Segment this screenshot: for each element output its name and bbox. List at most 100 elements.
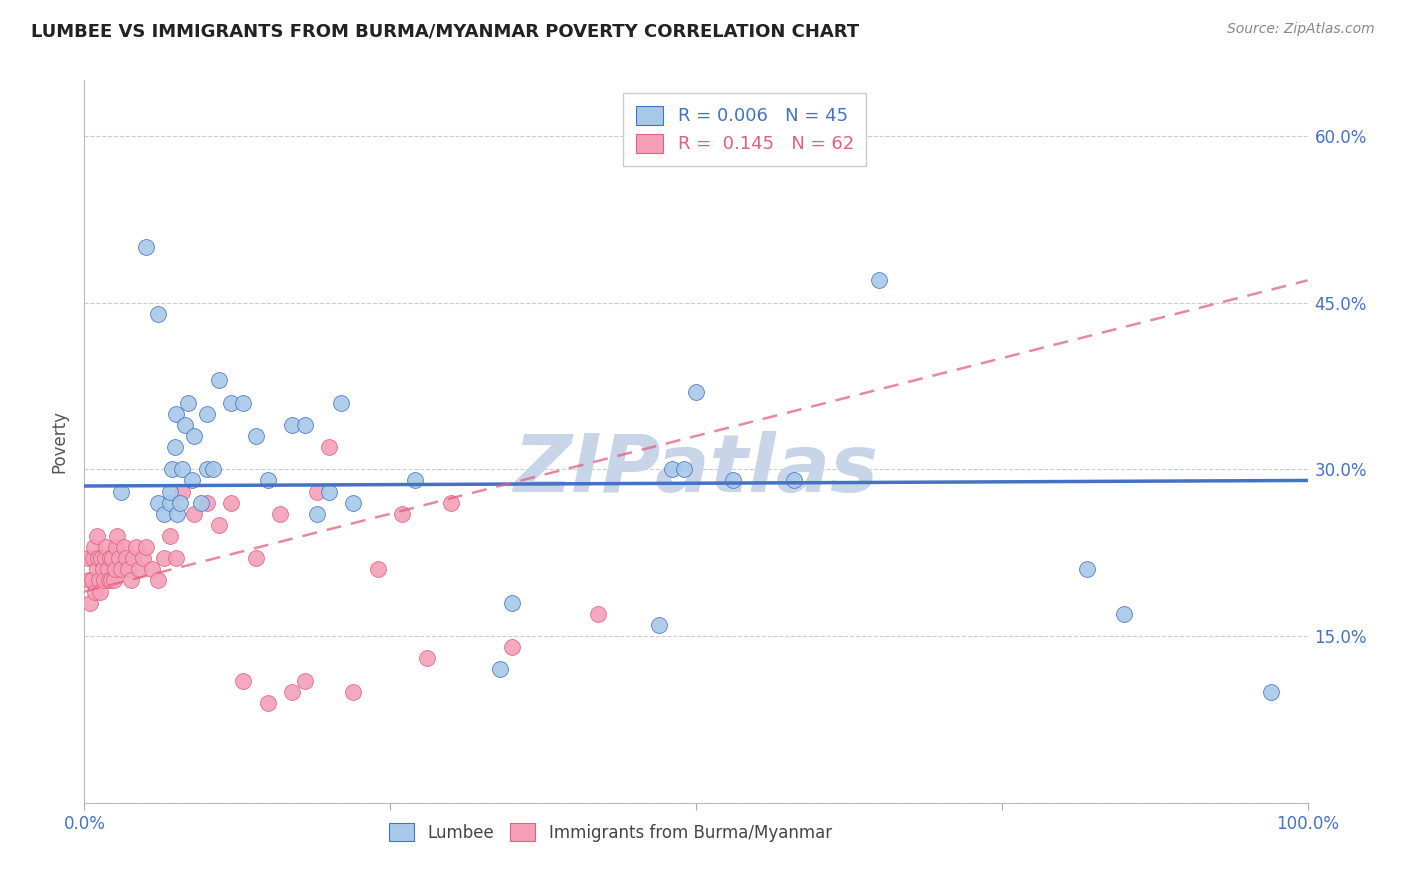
- Point: [783, 474, 806, 488]
- Point: [232, 395, 254, 409]
- Point: [177, 395, 200, 409]
- Point: [201, 462, 224, 476]
- Point: [404, 474, 426, 488]
- Point: [89, 584, 111, 599]
- Point: [342, 684, 364, 698]
- Point: [153, 507, 176, 521]
- Point: [91, 562, 114, 576]
- Point: [80, 574, 103, 588]
- Point: [159, 484, 181, 499]
- Point: [93, 574, 115, 588]
- Point: [672, 462, 695, 476]
- Point: [122, 551, 145, 566]
- Point: [135, 540, 157, 554]
- Point: [120, 574, 142, 588]
- Point: [117, 562, 139, 576]
- Point: [281, 417, 304, 432]
- Point: [208, 517, 231, 532]
- Point: [97, 562, 120, 576]
- Text: ZIPatlas: ZIPatlas: [513, 432, 879, 509]
- Point: [219, 395, 242, 409]
- Point: [685, 384, 707, 399]
- Point: [245, 551, 267, 566]
- Point: [110, 484, 132, 499]
- Point: [281, 684, 304, 698]
- Point: [367, 562, 389, 576]
- Point: [1076, 562, 1098, 576]
- Point: [586, 607, 609, 621]
- Point: [86, 529, 108, 543]
- Point: [330, 395, 353, 409]
- Point: [146, 307, 169, 321]
- Point: [173, 417, 195, 432]
- Point: [342, 496, 364, 510]
- Point: [79, 596, 101, 610]
- Point: [84, 584, 107, 599]
- Point: [165, 407, 187, 421]
- Point: [183, 429, 205, 443]
- Point: [105, 540, 128, 554]
- Point: [153, 551, 176, 566]
- Point: [721, 474, 744, 488]
- Point: [96, 540, 118, 554]
- Point: [294, 673, 316, 688]
- Text: LUMBEE VS IMMIGRANTS FROM BURMA/MYANMAR POVERTY CORRELATION CHART: LUMBEE VS IMMIGRANTS FROM BURMA/MYANMAR …: [31, 22, 859, 40]
- Point: [190, 496, 212, 510]
- Point: [83, 540, 105, 554]
- Point: [440, 496, 463, 510]
- Point: [165, 551, 187, 566]
- Point: [257, 474, 280, 488]
- Point: [98, 551, 121, 566]
- Point: [489, 662, 512, 676]
- Point: [172, 484, 194, 499]
- Point: [318, 484, 340, 499]
- Text: Source: ZipAtlas.com: Source: ZipAtlas.com: [1227, 22, 1375, 37]
- Point: [87, 574, 110, 588]
- Point: [195, 407, 218, 421]
- Point: [101, 551, 124, 566]
- Point: [232, 673, 254, 688]
- Point: [82, 551, 104, 566]
- Point: [257, 696, 280, 710]
- Point: [502, 596, 524, 610]
- Point: [97, 574, 120, 588]
- Point: [661, 462, 683, 476]
- Point: [391, 507, 413, 521]
- Point: [103, 574, 125, 588]
- Point: [107, 551, 129, 566]
- Point: [87, 551, 110, 566]
- Point: [90, 551, 112, 566]
- Point: [105, 529, 128, 543]
- Legend: Lumbee, Immigrants from Burma/Myanmar: Lumbee, Immigrants from Burma/Myanmar: [382, 817, 838, 848]
- Point: [162, 462, 184, 476]
- Point: [141, 562, 163, 576]
- Point: [502, 640, 524, 655]
- Point: [318, 440, 340, 454]
- Point: [100, 574, 122, 588]
- Point: [125, 540, 148, 554]
- Point: [146, 496, 169, 510]
- Point: [159, 529, 181, 543]
- Point: [869, 273, 891, 287]
- Point: [195, 496, 218, 510]
- Point: [159, 496, 181, 510]
- Point: [648, 618, 671, 632]
- Point: [77, 574, 100, 588]
- Point: [269, 507, 291, 521]
- Point: [208, 373, 231, 387]
- Point: [128, 562, 150, 576]
- Point: [104, 562, 127, 576]
- Point: [146, 574, 169, 588]
- Point: [94, 551, 117, 566]
- Point: [195, 462, 218, 476]
- Point: [305, 484, 328, 499]
- Point: [112, 540, 135, 554]
- Point: [181, 474, 204, 488]
- Point: [245, 429, 267, 443]
- Point: [305, 507, 328, 521]
- Point: [172, 462, 194, 476]
- Point: [294, 417, 316, 432]
- Point: [86, 562, 108, 576]
- Point: [166, 507, 188, 521]
- Point: [163, 440, 186, 454]
